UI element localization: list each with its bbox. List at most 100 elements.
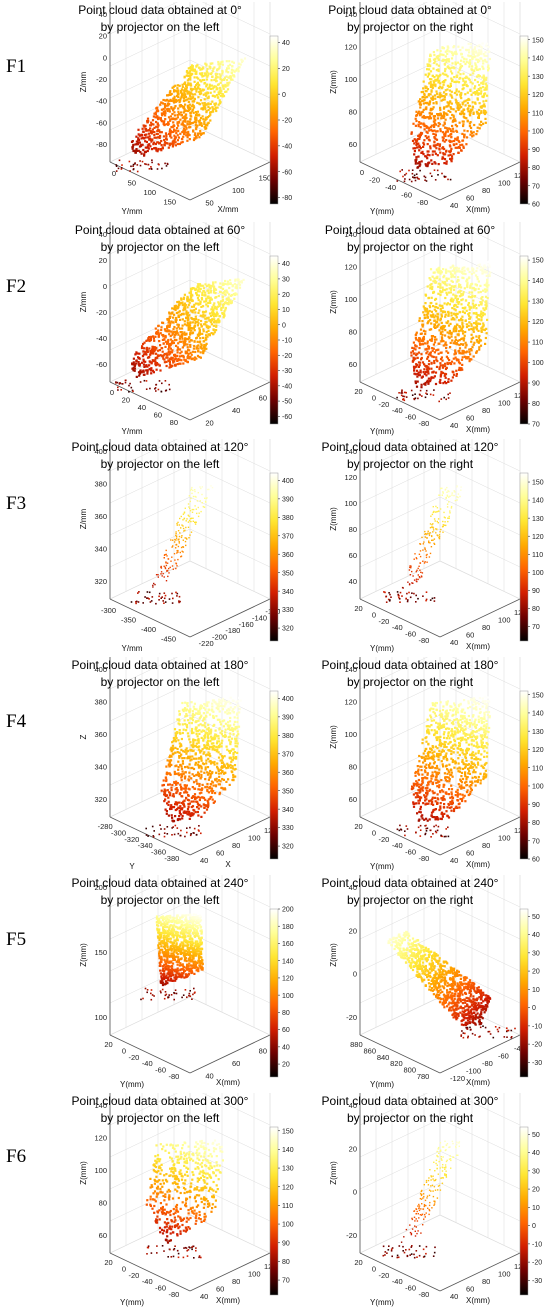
cloud-point <box>187 328 190 331</box>
cloud-point <box>142 148 145 152</box>
cloud-point <box>176 122 179 125</box>
cloud-point <box>451 72 454 75</box>
cloud-point <box>458 146 461 149</box>
cloud-point <box>224 83 227 86</box>
cloud-point <box>460 286 463 289</box>
cloud-point <box>182 127 186 130</box>
cloud-point <box>454 356 457 359</box>
axis-grid-line <box>189 123 271 163</box>
cloud-point <box>140 143 143 146</box>
cloud-point <box>204 323 207 326</box>
cloud-point <box>478 348 481 351</box>
cloud-point <box>190 518 192 520</box>
cloud-point <box>176 351 179 354</box>
colorbar-tick-label: 390 <box>282 496 294 503</box>
y-axis-label: Y/mm <box>122 427 143 436</box>
cloud-point <box>170 364 173 367</box>
cloud-point <box>443 112 446 115</box>
cloud-point <box>459 73 462 76</box>
cloud-point <box>443 396 445 399</box>
cloud-point <box>229 300 232 303</box>
cloud-point <box>434 57 437 61</box>
cloud-point <box>173 358 176 361</box>
cloud-point <box>194 132 197 135</box>
cloud-point <box>475 320 478 323</box>
cloud-point <box>454 98 457 101</box>
cloud-point <box>147 120 150 123</box>
cloud-point <box>447 154 450 157</box>
cloud-point <box>212 304 215 307</box>
cloud-point <box>483 288 486 291</box>
cloud-point <box>231 74 234 77</box>
cloud-point <box>144 365 147 368</box>
cloud-point <box>165 165 168 167</box>
cloud-point <box>220 90 223 93</box>
cloud-point <box>176 349 179 352</box>
cloud-point <box>441 306 444 309</box>
cloud-point <box>172 361 175 364</box>
cloud-point <box>166 325 169 328</box>
cloud-point <box>400 394 403 397</box>
cloud-point <box>184 304 187 307</box>
cloud-point <box>171 340 174 343</box>
cloud-point <box>194 72 197 75</box>
cloud-point <box>473 87 476 90</box>
cloud-point <box>434 297 438 300</box>
cloud-point <box>403 180 406 183</box>
chart-subtitle: by projector on the left <box>100 240 220 254</box>
cloud-point <box>196 712 199 715</box>
colorbar-tick-label: 120 <box>532 534 544 541</box>
cloud-point <box>199 345 202 349</box>
cloud-point <box>181 318 184 321</box>
colorbar-tick-label: 130 <box>532 299 544 306</box>
cloud-point <box>472 131 475 134</box>
cloud-point <box>431 86 434 90</box>
cloud-point <box>219 286 222 289</box>
cloud-point <box>431 539 433 541</box>
cloud-point <box>148 336 151 339</box>
z-tick-label: 120 <box>344 473 357 482</box>
cloud-point <box>205 300 208 303</box>
cloud-point <box>480 110 483 113</box>
cloud-point <box>184 789 187 792</box>
cloud-point <box>455 138 458 141</box>
cloud-point <box>201 336 205 339</box>
cloud-point <box>115 165 118 167</box>
cloud-point <box>428 63 431 66</box>
cloud-point <box>192 305 195 308</box>
cloud-point <box>189 290 193 293</box>
cloud-point <box>442 282 445 285</box>
cloud-point <box>154 363 157 366</box>
cloud-point <box>223 76 226 80</box>
cloud-point <box>177 110 180 113</box>
cloud-point <box>480 265 483 269</box>
y-tick-label: 100 <box>143 188 156 197</box>
cloud-point <box>452 153 455 156</box>
cloud-point <box>442 524 444 526</box>
cloud-point <box>447 291 451 294</box>
cloud-point <box>463 269 466 272</box>
cloud-point <box>452 130 455 133</box>
x-tick-label: 150 <box>259 173 272 182</box>
cloud-point <box>429 145 432 148</box>
cloud-point <box>461 84 464 87</box>
cloud-point <box>447 277 450 280</box>
cloud-point <box>449 512 451 514</box>
cloud-point <box>176 142 180 146</box>
cloud-point <box>159 344 162 347</box>
cloud-point <box>189 118 192 121</box>
cloud-point <box>437 352 440 355</box>
cloud-point <box>212 67 215 70</box>
cloud-point <box>475 339 478 342</box>
cloud-point <box>478 334 481 338</box>
cloud-point <box>410 132 413 135</box>
cloud-point <box>434 60 437 63</box>
cloud-point <box>419 550 422 552</box>
cloud-point <box>453 494 455 497</box>
cloud-point <box>426 131 429 134</box>
cloud-point <box>431 74 434 78</box>
cloud-point <box>454 351 457 354</box>
cloud-point <box>210 84 214 87</box>
cloud-point <box>155 352 158 355</box>
cloud-point <box>187 503 190 505</box>
